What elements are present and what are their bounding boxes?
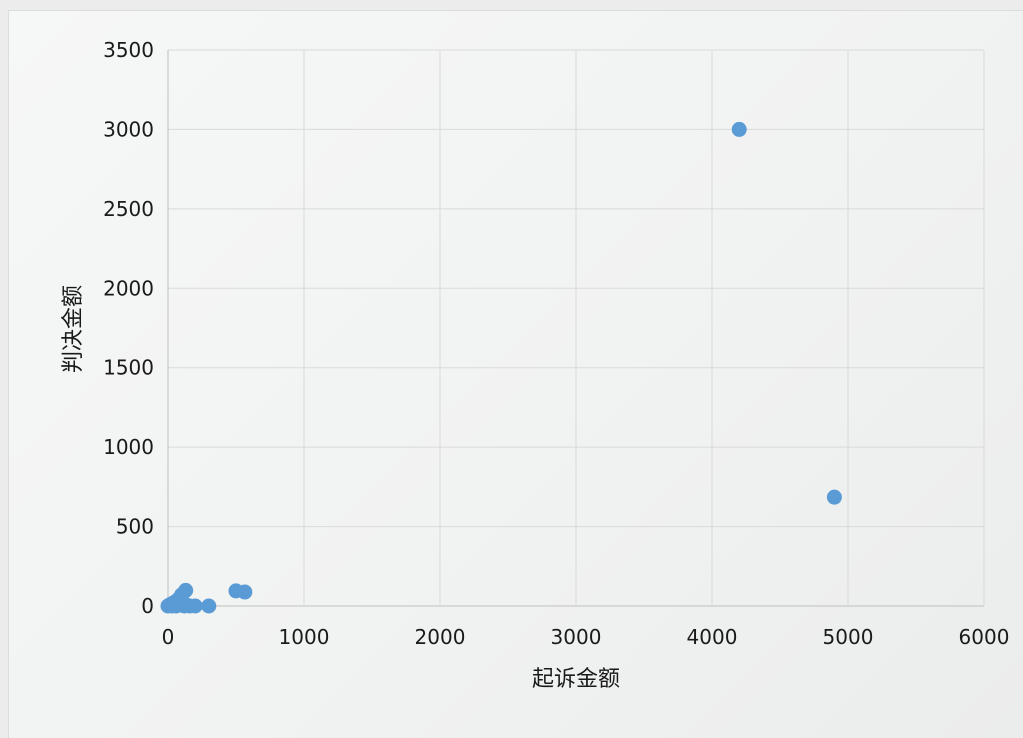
y-tick-label: 3000 xyxy=(103,117,154,141)
data-point xyxy=(731,121,747,137)
gridlines xyxy=(167,49,985,607)
y-axis-title: 判决金额 xyxy=(61,285,86,373)
x-axis-title: 起诉金额 xyxy=(532,667,620,692)
y-tick-label: 500 xyxy=(116,515,154,539)
data-points xyxy=(160,121,842,614)
x-tick-label: 5000 xyxy=(823,625,874,649)
y-tick-label: 2000 xyxy=(103,276,154,300)
y-tick-label: 1500 xyxy=(103,356,154,380)
x-tick-label: 0 xyxy=(162,625,175,649)
x-tick-label: 2000 xyxy=(415,625,466,649)
chart-area xyxy=(8,10,1023,738)
y-tick-label: 0 xyxy=(141,594,154,618)
y-tick-labels: 0 500 1000 1500 2000 2500 3000 3500 xyxy=(103,38,154,618)
y-tick-label: 1000 xyxy=(103,435,154,459)
y-tick-label: 3500 xyxy=(103,38,154,62)
data-point xyxy=(201,598,217,614)
data-point xyxy=(237,584,253,600)
x-tick-label: 3000 xyxy=(551,625,602,649)
y-tick-label: 2500 xyxy=(103,197,154,221)
data-point xyxy=(187,598,203,614)
data-point xyxy=(168,598,184,614)
x-tick-label: 1000 xyxy=(279,625,330,649)
x-tick-label: 6000 xyxy=(959,625,1010,649)
x-tick-labels: 0 1000 2000 3000 4000 5000 6000 xyxy=(162,625,1010,649)
x-tick-label: 4000 xyxy=(687,625,738,649)
data-point xyxy=(826,489,842,505)
